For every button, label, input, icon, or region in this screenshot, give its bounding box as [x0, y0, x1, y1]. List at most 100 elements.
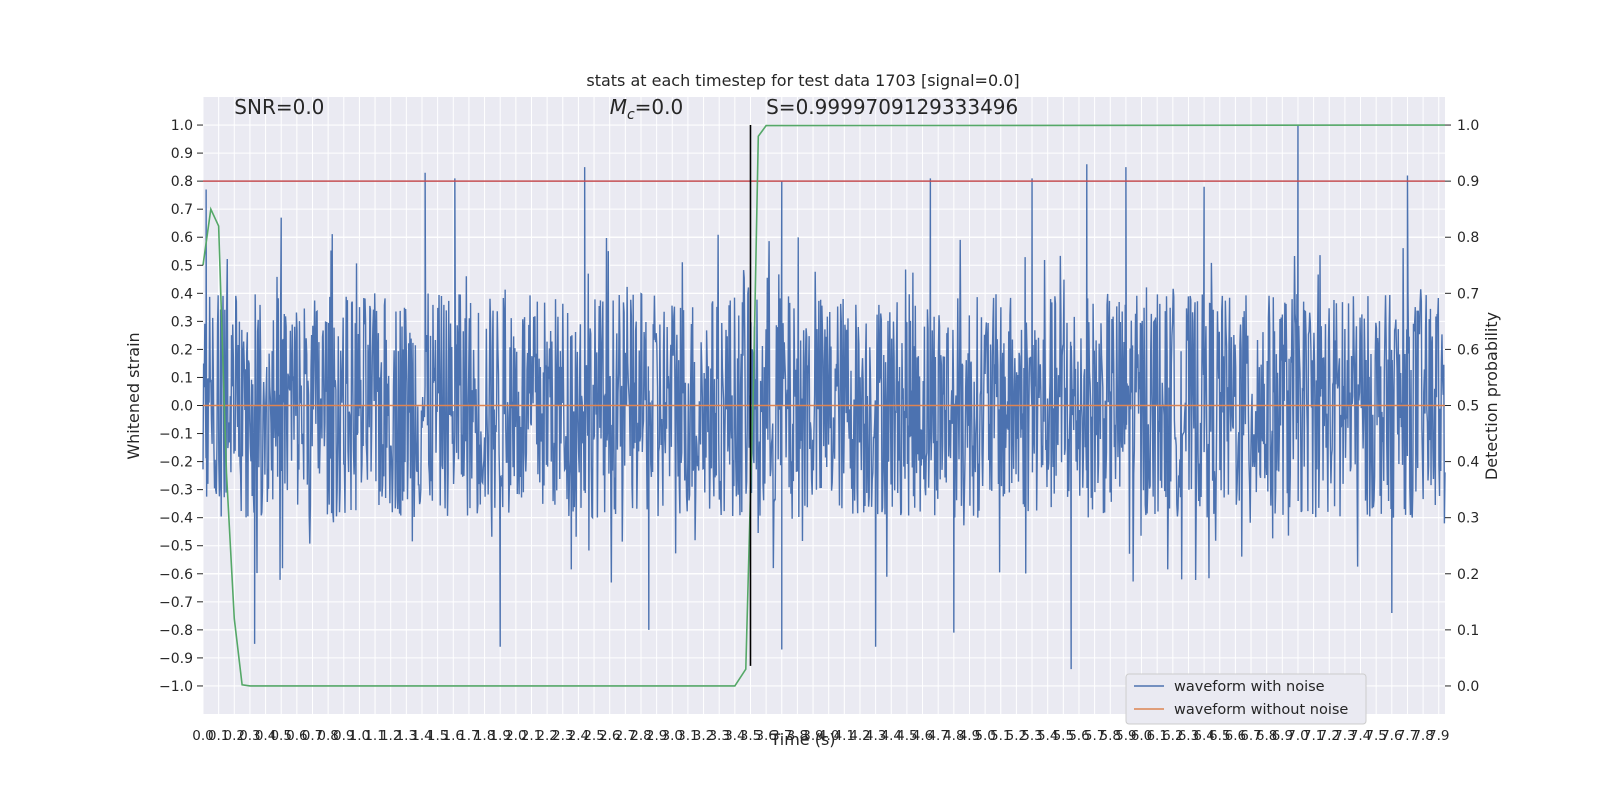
- x-tick-label: 6.0: [1131, 728, 1152, 744]
- y2-tick-label: 0.3: [1457, 511, 1479, 527]
- x-tick-label: 7.6: [1381, 728, 1402, 744]
- x-tick-label: 4.1: [834, 728, 855, 744]
- x-tick-label: 4.6: [912, 728, 933, 744]
- x-tick-label: 4.9: [959, 728, 980, 744]
- x-tick-label: 1.0: [349, 728, 370, 744]
- x-tick-label: 1.9: [489, 728, 510, 744]
- y-tick-label: 0.6: [171, 230, 193, 246]
- x-tick-label: 6.3: [1178, 728, 1199, 744]
- annotation-detection-score: S=0.9999709129333496: [766, 95, 1018, 119]
- x-tick-label: 2.7: [615, 728, 636, 744]
- x-tick-label: 6.5: [1209, 728, 1230, 744]
- x-tick-label: 3.2: [693, 728, 714, 744]
- y2-tick-label: 1.0: [1457, 118, 1479, 134]
- x-tick-label: 6.9: [1272, 728, 1293, 744]
- y-tick-label: 0.5: [171, 258, 193, 274]
- y2-tick-label: 0.5: [1457, 399, 1479, 415]
- x-tick-label: 7.4: [1350, 728, 1371, 744]
- x-tick-label: 5.0: [974, 728, 995, 744]
- x-tick-label: 2.9: [646, 728, 667, 744]
- x-tick-label: 0.9: [333, 728, 354, 744]
- x-tick-label: 1.8: [474, 728, 495, 744]
- x-tick-label: 3.7: [771, 728, 792, 744]
- x-tick-label: 0.0: [192, 728, 213, 744]
- y-tick-label: −0.8: [159, 623, 193, 639]
- y2-tick-label: 0.2: [1457, 567, 1479, 583]
- x-tick-label: 2.3: [552, 728, 573, 744]
- x-tick-label: 2.4: [568, 728, 589, 744]
- x-tick-label: 0.8: [317, 728, 338, 744]
- x-tick-label: 4.2: [849, 728, 870, 744]
- y2-tick-label: 0.6: [1457, 342, 1479, 358]
- x-tick-label: 6.6: [1225, 728, 1246, 744]
- series-layer: [202, 124, 1446, 687]
- y-tick-label: 0.4: [171, 286, 193, 302]
- x-axis-label: Time (s): [769, 730, 835, 749]
- annotation-snr: SNR=0.0: [234, 95, 324, 119]
- x-tick-label: 0.2: [224, 728, 245, 744]
- y2-tick-label: 0.9: [1457, 174, 1479, 190]
- y2-tick-label: 0.8: [1457, 230, 1479, 246]
- y-tick-label: −0.2: [159, 455, 193, 471]
- x-tick-label: 5.3: [1021, 728, 1042, 744]
- x-tick-label: 5.6: [1068, 728, 1089, 744]
- x-tick-label: 6.2: [1162, 728, 1183, 744]
- y-tick-label: 0.7: [171, 202, 193, 218]
- x-tick-label: 0.6: [286, 728, 307, 744]
- x-tick-label: 7.8: [1412, 728, 1433, 744]
- series-detection-probability: [202, 124, 1446, 687]
- y-tick-label: −0.7: [159, 595, 193, 611]
- x-tick-label: 5.7: [1084, 728, 1105, 744]
- x-tick-label: 2.8: [630, 728, 651, 744]
- x-tick-label: 4.0: [818, 728, 839, 744]
- y2-tick-label: 0.7: [1457, 286, 1479, 302]
- x-tick-label: 1.6: [443, 728, 464, 744]
- x-tick-label: 7.2: [1319, 728, 1340, 744]
- x-tick-label: 3.8: [787, 728, 808, 744]
- legend-label-clean: waveform without noise: [1174, 702, 1348, 718]
- x-tick-label: 1.5: [427, 728, 448, 744]
- y-tick-label: 0.8: [171, 174, 193, 190]
- y2-axis-label: Detection probability: [1482, 312, 1501, 480]
- x-tick-label: 5.4: [1037, 728, 1058, 744]
- x-tick-label: 7.7: [1397, 728, 1418, 744]
- x-tick-label: 7.0: [1287, 728, 1308, 744]
- y2-tick-label: 0.4: [1457, 455, 1479, 471]
- x-tick-label: 3.3: [708, 728, 729, 744]
- x-tick-label: 3.4: [724, 728, 745, 744]
- x-tick-label: 7.1: [1303, 728, 1324, 744]
- x-tick-label: 3.5: [740, 728, 761, 744]
- x-tick-label: 3.9: [802, 728, 823, 744]
- legend-label-noisy: waveform with noise: [1174, 679, 1325, 695]
- y-axis-label: Whitened strain: [124, 332, 143, 459]
- y-tick-label: 0.1: [171, 370, 193, 386]
- y-axis-right: 0.0 0.1 0.2 0.3 0.4 0.5 0.6 0.7 0.8 0.9 1.0: [1445, 118, 1479, 695]
- x-tick-label: 1.4: [411, 728, 432, 744]
- x-tick-label: 0.3: [239, 728, 260, 744]
- legend-box: [1125, 673, 1367, 725]
- annotations: SNR=0.0 Mc=0.0 S=0.9999709129333496: [234, 95, 1018, 123]
- y-tick-label: 0.3: [171, 314, 193, 330]
- y-axis-left: −1.0 −0.9 −0.8 −0.7 −0.6 −0.5 −0.4 −0.3 −0.2 −0.1…: [159, 118, 203, 695]
- x-tick-label: 2.0: [505, 728, 526, 744]
- x-tick-label: 7.3: [1334, 728, 1355, 744]
- x-tick-label: 5.9: [1115, 728, 1136, 744]
- x-tick-label: 2.5: [583, 728, 604, 744]
- x-tick-label: 4.4: [881, 728, 902, 744]
- x-tick-label: 1.2: [380, 728, 401, 744]
- x-tick-label: 0.4: [255, 728, 276, 744]
- x-tick-label: 4.7: [927, 728, 948, 744]
- y-tick-label: 1.0: [171, 118, 193, 134]
- x-tick-label: 3.0: [662, 728, 683, 744]
- x-tick-label: 4.5: [896, 728, 917, 744]
- y-tick-label: 0.2: [171, 342, 193, 358]
- x-tick-label: 4.3: [865, 728, 886, 744]
- x-tick-label: 5.1: [990, 728, 1011, 744]
- y-tick-label: 0.9: [171, 146, 193, 162]
- y-tick-label: −0.9: [159, 651, 193, 667]
- x-tick-label: 1.1: [364, 728, 385, 744]
- x-tick-label: 6.1: [1146, 728, 1167, 744]
- y-tick-label: −0.1: [159, 427, 193, 443]
- x-tick-label: 0.1: [208, 728, 229, 744]
